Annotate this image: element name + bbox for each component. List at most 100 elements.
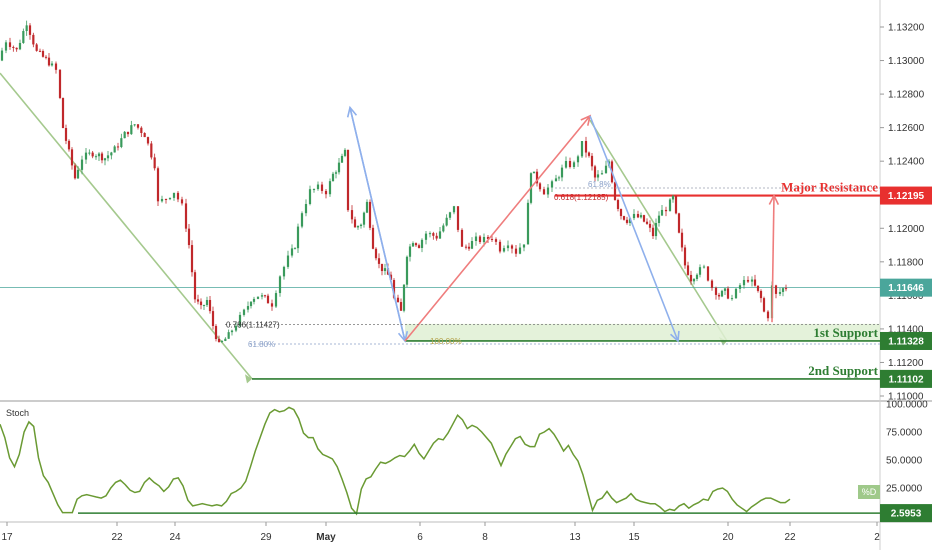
fib-6180-label: 61.80% bbox=[248, 340, 275, 349]
candle-body bbox=[420, 239, 424, 248]
candle-body bbox=[0, 50, 4, 61]
candle-body bbox=[64, 128, 68, 141]
candle-body bbox=[220, 340, 224, 342]
candle-body bbox=[781, 288, 785, 292]
candle-body bbox=[683, 247, 687, 266]
candle-body bbox=[664, 209, 668, 212]
candle-body bbox=[590, 155, 594, 167]
candle-body bbox=[368, 201, 372, 228]
candle-body bbox=[12, 46, 15, 48]
candle-body bbox=[153, 157, 156, 169]
candle-body bbox=[734, 288, 738, 299]
candle-body bbox=[714, 287, 718, 295]
red-arrow-target bbox=[771, 195, 775, 323]
time-axis-tick-6: 6 bbox=[417, 532, 423, 543]
candle-body bbox=[746, 279, 750, 282]
level-tag-2: 1.11102 bbox=[888, 374, 923, 385]
candle-body bbox=[334, 172, 338, 174]
candle-body bbox=[698, 267, 702, 275]
candle-body bbox=[371, 227, 375, 249]
candle-body bbox=[686, 265, 690, 275]
candle-body bbox=[61, 97, 65, 129]
candle-body bbox=[648, 223, 652, 228]
price-axis-tick-1.12400: 1.12400 bbox=[888, 157, 925, 168]
price-axis-tick-1.13000: 1.13000 bbox=[888, 56, 925, 67]
candle-body bbox=[692, 278, 696, 282]
candle-body bbox=[25, 25, 28, 32]
candle-body bbox=[356, 226, 360, 228]
support-zone bbox=[405, 323, 880, 341]
candle-body bbox=[706, 266, 710, 281]
candle-body bbox=[227, 332, 230, 339]
candle-body bbox=[389, 274, 393, 281]
candle-body bbox=[224, 338, 227, 341]
price-axis-tick-1.13200: 1.13200 bbox=[888, 23, 925, 34]
candle-body bbox=[260, 295, 264, 297]
time-axis-tick-22: 22 bbox=[784, 532, 796, 543]
candle-body bbox=[604, 165, 608, 174]
candle-body bbox=[38, 50, 42, 52]
candle-body bbox=[411, 243, 415, 247]
candle-body bbox=[252, 298, 256, 302]
candle-body bbox=[399, 302, 403, 311]
candle-body bbox=[80, 159, 84, 170]
candle-body bbox=[146, 137, 150, 144]
candle-body bbox=[377, 258, 381, 264]
candle-body bbox=[498, 241, 502, 252]
candle-body bbox=[58, 69, 62, 98]
candle-body bbox=[172, 192, 176, 198]
candle-body bbox=[316, 184, 320, 190]
candle-body bbox=[600, 173, 604, 175]
candle-body bbox=[657, 215, 661, 224]
candle-body bbox=[266, 295, 270, 304]
candle-body bbox=[54, 63, 58, 70]
candle-body bbox=[196, 299, 200, 302]
level-label-0: Major Resistance bbox=[781, 180, 878, 195]
candle-body bbox=[502, 248, 506, 252]
candle-body bbox=[738, 285, 742, 289]
candle-body bbox=[67, 140, 71, 150]
candle-body bbox=[136, 124, 140, 128]
candle-body bbox=[15, 47, 18, 50]
candle-body bbox=[619, 208, 623, 217]
level-tag-0: 1.12195 bbox=[888, 191, 925, 202]
candle-body bbox=[414, 243, 418, 246]
candle-body bbox=[593, 166, 597, 178]
candle-body bbox=[695, 274, 699, 279]
candle-body bbox=[18, 42, 22, 50]
stoch-series-tag-bg bbox=[858, 485, 880, 499]
candle-body bbox=[470, 241, 474, 249]
candle-body bbox=[242, 309, 246, 315]
candle-body bbox=[445, 217, 448, 226]
candle-body bbox=[452, 206, 456, 213]
candle-body bbox=[518, 247, 522, 254]
current-price-tag: 1.11646 bbox=[888, 283, 924, 294]
candle-body bbox=[417, 245, 421, 248]
candle-body bbox=[214, 325, 218, 340]
candle-body bbox=[753, 279, 757, 286]
blue-arrow-down-right bbox=[589, 115, 679, 342]
candle-body bbox=[720, 290, 724, 297]
candle-body bbox=[328, 181, 332, 195]
candle-body bbox=[22, 31, 25, 43]
candle-body bbox=[120, 138, 123, 148]
candle-body bbox=[742, 279, 746, 286]
candle-body bbox=[674, 195, 678, 214]
candle-body bbox=[230, 330, 234, 333]
candle-body bbox=[133, 124, 136, 126]
time-axis-tick-8: 8 bbox=[482, 532, 488, 543]
candle-body bbox=[304, 204, 308, 214]
candle-body bbox=[350, 210, 354, 220]
price-axis-tick-1.12800: 1.12800 bbox=[888, 90, 925, 101]
candle-body bbox=[282, 266, 286, 277]
candle-body bbox=[343, 149, 347, 156]
fib-0618-label: 0.618(1.12185) bbox=[554, 193, 609, 202]
candle-body bbox=[482, 236, 486, 243]
red-arrow-up bbox=[404, 115, 591, 342]
candle-body bbox=[464, 246, 468, 248]
candle-body bbox=[274, 293, 278, 307]
level-tag-2-bg bbox=[880, 369, 932, 388]
candle-body bbox=[362, 212, 366, 225]
